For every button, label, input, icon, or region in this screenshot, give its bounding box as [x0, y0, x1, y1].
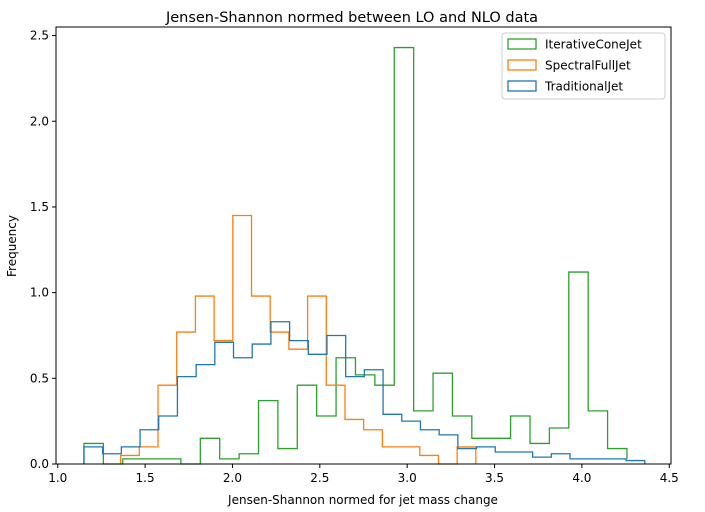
histogram-bin: [140, 430, 159, 464]
histogram-bin: [327, 335, 346, 464]
x-tick-label: 3.0: [398, 471, 417, 485]
legend-swatch: [507, 38, 537, 50]
histogram-bin: [290, 341, 309, 464]
y-tick-label: 2.5: [30, 29, 49, 43]
x-tick-label: 4.5: [660, 471, 679, 485]
histogram-bin: [607, 459, 626, 464]
histogram-bin: [439, 435, 458, 464]
histogram-bin: [121, 447, 140, 464]
x-tick-label: 1.5: [136, 471, 155, 485]
histogram-bin: [477, 447, 496, 464]
x-tick-label: 1.0: [48, 471, 67, 485]
histogram-bin: [589, 459, 608, 464]
legend-entry: SpectralFullJet: [545, 59, 631, 73]
histogram-bin: [271, 322, 290, 464]
y-tick-label: 2.0: [30, 114, 49, 128]
histogram-bin: [533, 457, 552, 464]
histogram-bin: [570, 459, 589, 464]
x-axis: 1.0 1.5 2.0 2.5 3.0 3.5 4.0 4.5: [48, 464, 679, 485]
y-tick-label: 1.5: [30, 200, 49, 214]
legend-entry: IterativeConeJet: [545, 38, 642, 52]
x-tick-label: 2.0: [223, 471, 242, 485]
histogram-bin: [626, 461, 645, 464]
histogram-bin: [308, 354, 327, 464]
histogram-bin: [103, 454, 122, 464]
legend-swatch: [507, 59, 537, 71]
plot-area: [83, 46, 646, 465]
y-tick-label: 1.0: [30, 286, 49, 300]
legend-entry: TraditionalJet: [544, 80, 623, 94]
series-TraditionalJet: [83, 321, 646, 464]
legend-swatch: [507, 80, 537, 92]
histogram-bin: [234, 358, 253, 464]
histogram-bin: [364, 370, 383, 464]
axes-frame: [55, 26, 672, 465]
chart-title: Jensen-Shannon normed between LO and NLO…: [165, 10, 538, 26]
histogram-bin: [420, 430, 439, 464]
histogram-bin: [458, 449, 477, 464]
y-axis: 0.0 0.5 1.0 1.5 2.0 2.5: [30, 29, 56, 471]
histogram-bin: [588, 411, 607, 464]
legend: IterativeConeJet SpectralFullJet Tradition…: [501, 32, 666, 100]
y-tick-label: 0.5: [30, 371, 49, 385]
histogram-outline: [119, 214, 477, 465]
y-tick-label: 0.0: [30, 457, 49, 471]
histogram-bin: [402, 421, 421, 464]
histogram-bin: [252, 344, 271, 464]
legend-box: [501, 32, 666, 100]
histogram-bin: [215, 342, 234, 464]
histogram-bin: [569, 272, 588, 464]
histogram-bin: [383, 414, 402, 464]
histogram-bin: [394, 48, 413, 464]
histogram-bin: [495, 452, 514, 464]
histogram-bin: [514, 452, 533, 464]
x-tick-label: 3.5: [485, 471, 504, 485]
histogram-bin: [177, 377, 196, 464]
series-SpectralFullJet: [119, 214, 477, 465]
x-tick-label: 4.0: [572, 471, 591, 485]
y-axis-label: Frequency: [5, 215, 19, 277]
histogram-bin: [346, 377, 365, 464]
x-axis-label: Jensen-Shannon normed for jet mass chang…: [227, 493, 498, 507]
histogram-outline: [83, 321, 646, 464]
histogram-bin: [196, 365, 215, 464]
histogram-bin: [84, 447, 103, 464]
histogram-bin: [551, 454, 570, 464]
x-tick-label: 2.5: [310, 471, 329, 485]
histogram-bin: [159, 416, 178, 464]
